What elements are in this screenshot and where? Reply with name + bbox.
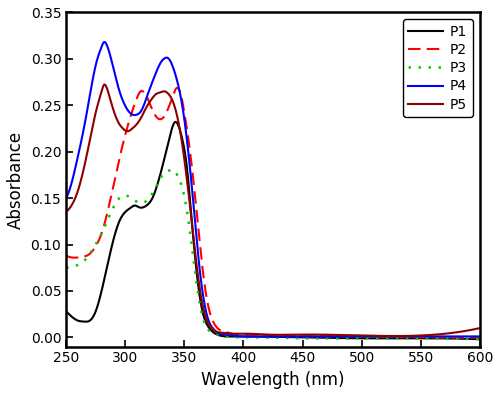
P3 (88, 249, 94, 253)
P1 (327, 335, 333, 340)
P2 (420, 335, 426, 340)
P2 (327, 334, 333, 339)
P5 (63, 209, 69, 214)
P3 (477, 337, 483, 342)
X-axis label: Wavelength (nm): Wavelength (nm) (201, 371, 344, 389)
P2 (304, 334, 310, 339)
P5 (315, 332, 321, 337)
P4 (63, 196, 69, 200)
Line: P2: P2 (66, 88, 480, 338)
P3 (304, 336, 310, 341)
P5 (88, 129, 94, 134)
P1 (378, 336, 384, 341)
Legend: P1, P2, P3, P4, P5: P1, P2, P3, P4, P5 (403, 19, 473, 117)
Line: P4: P4 (66, 42, 480, 337)
P4 (250, 334, 256, 339)
P3 (315, 336, 321, 341)
P2 (88, 250, 94, 255)
P3 (63, 265, 69, 270)
P2 (450, 335, 456, 340)
P4 (316, 334, 322, 339)
P1 (172, 120, 178, 124)
P4 (102, 40, 107, 44)
P4 (304, 334, 310, 339)
P3 (170, 168, 175, 172)
P2 (63, 253, 69, 258)
P5 (392, 334, 398, 339)
P1 (63, 309, 69, 314)
P4 (88, 84, 94, 89)
P4 (420, 334, 426, 339)
P1 (304, 335, 310, 340)
P3 (327, 336, 333, 341)
P4 (477, 334, 483, 339)
P2 (477, 335, 483, 340)
P2 (378, 334, 384, 339)
P4 (328, 334, 334, 339)
P1 (88, 317, 94, 322)
Line: P3: P3 (66, 170, 480, 339)
P1 (315, 335, 321, 340)
P5 (102, 82, 107, 87)
P3 (420, 336, 426, 341)
P5 (477, 326, 483, 330)
P5 (378, 333, 384, 338)
P2 (174, 86, 180, 90)
Line: P5: P5 (66, 84, 480, 336)
P3 (378, 336, 384, 341)
P1 (477, 337, 483, 342)
P5 (304, 332, 310, 337)
P1 (420, 336, 426, 341)
P5 (420, 333, 426, 338)
Line: P1: P1 (66, 122, 480, 339)
P4 (378, 334, 384, 339)
Y-axis label: Absorbance: Absorbance (7, 130, 25, 228)
P5 (327, 332, 333, 337)
P2 (315, 334, 321, 339)
